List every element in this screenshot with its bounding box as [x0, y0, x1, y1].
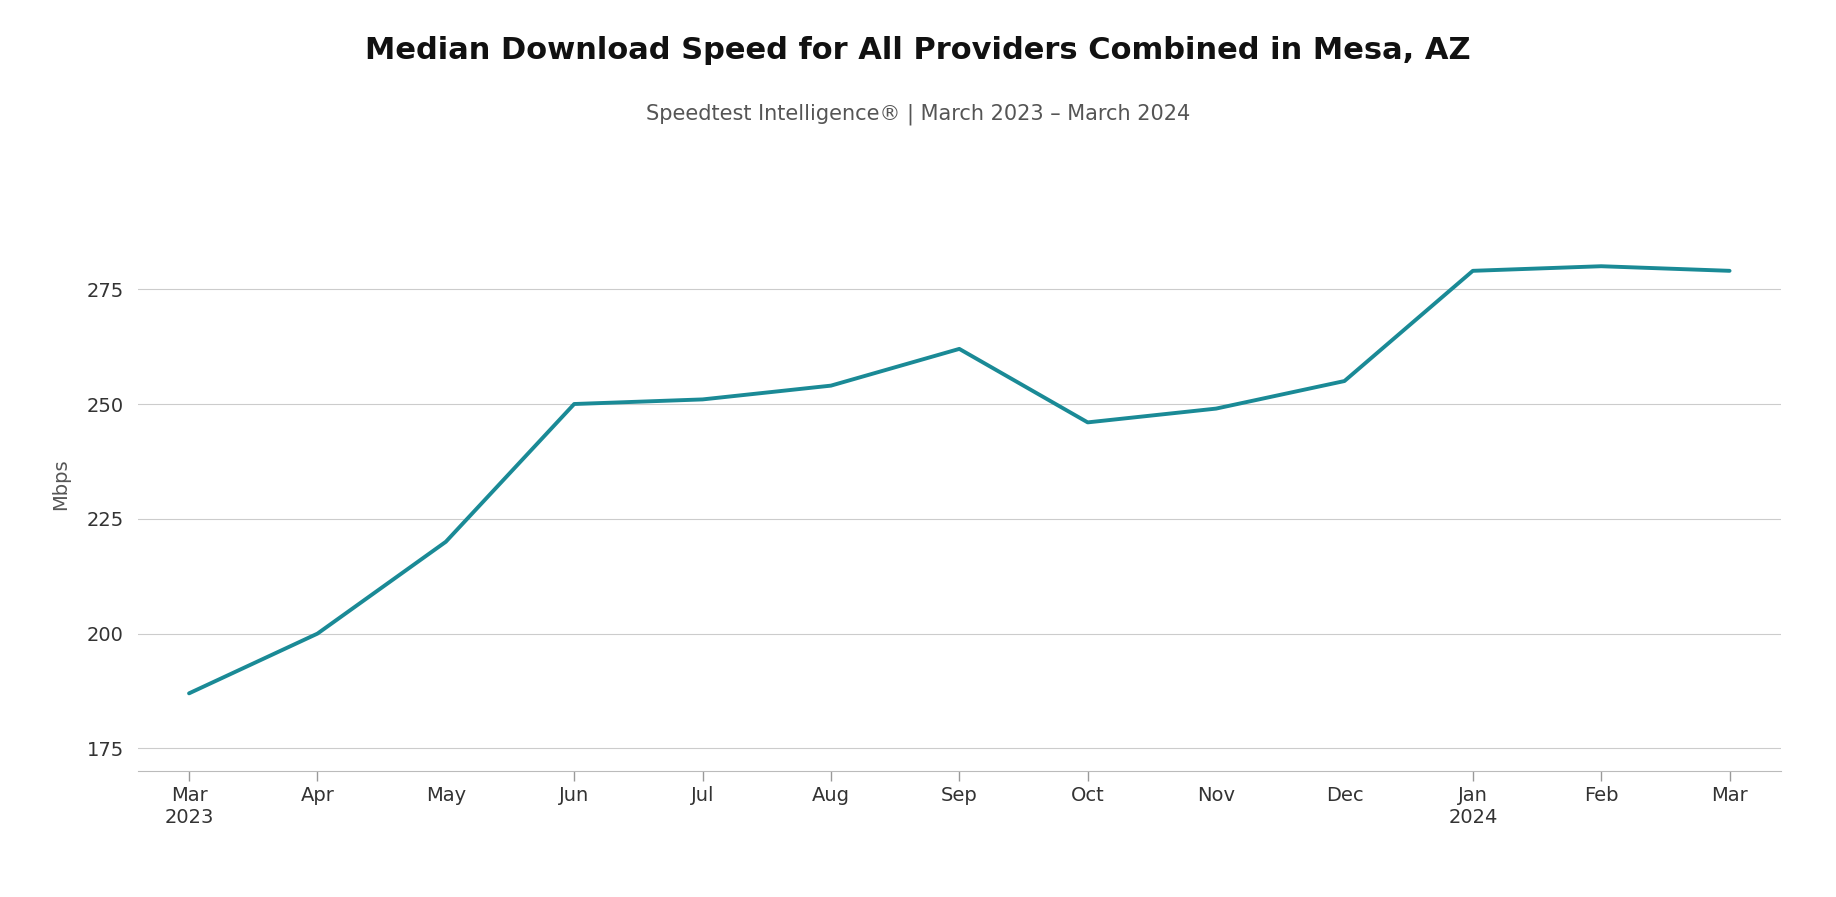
Y-axis label: Mbps: Mbps	[51, 458, 70, 510]
Text: Median Download Speed for All Providers Combined in Mesa, AZ: Median Download Speed for All Providers …	[365, 36, 1471, 65]
Text: Speedtest Intelligence® | March 2023 – March 2024: Speedtest Intelligence® | March 2023 – M…	[646, 103, 1190, 125]
